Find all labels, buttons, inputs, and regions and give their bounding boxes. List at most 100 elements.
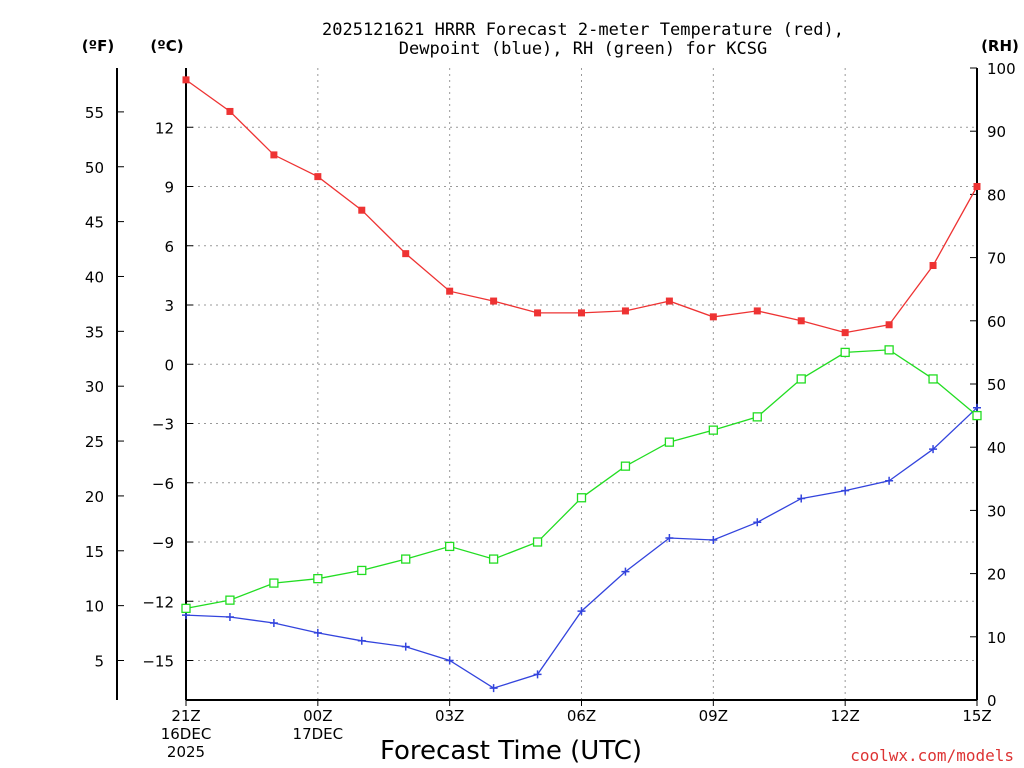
rh-point <box>620 461 631 471</box>
x-tick-label: 12Z <box>830 707 859 725</box>
x-tick-label: 00Z <box>303 707 332 725</box>
temperature-point <box>841 329 849 337</box>
fahrenheit-unit-label: (ºF) <box>82 37 114 55</box>
dewpoint-point <box>621 567 630 576</box>
fahrenheit-tick-label: 5 <box>94 653 104 671</box>
temperature-point <box>621 307 629 315</box>
dewpoint-point <box>313 628 322 637</box>
chart-subtitle: Dewpoint (blue), RH (green) for KCSG <box>399 39 767 59</box>
dewpoint-point <box>533 670 542 679</box>
temperature-point <box>797 317 805 325</box>
rh-tick-label: 60 <box>987 313 1006 331</box>
temperature-point <box>665 297 673 305</box>
rh-tick-label: 100 <box>987 60 1016 78</box>
rh-point <box>840 347 850 358</box>
temperature-point <box>314 173 322 181</box>
dewpoint-point <box>753 518 762 527</box>
rh-tick-label: 70 <box>987 250 1006 268</box>
rh-point <box>532 537 543 547</box>
dewpoint-point <box>489 684 498 693</box>
x-tick-label: 21Z <box>171 707 200 725</box>
temperature-point <box>490 297 498 305</box>
temperature-point <box>973 183 981 190</box>
tick-labels: 129630−3−6−9−12−155550454035302520151051… <box>85 60 1016 761</box>
celsius-tick-label: 12 <box>155 119 174 137</box>
celsius-tick-label: −12 <box>142 593 174 611</box>
fahrenheit-tick-label: 50 <box>85 159 104 177</box>
dewpoint-point <box>709 536 718 545</box>
rh-point <box>972 410 982 421</box>
fahrenheit-tick-label: 10 <box>85 598 104 616</box>
temperature-point <box>446 287 454 295</box>
rh-tick-label: 90 <box>987 123 1006 141</box>
celsius-tick-label: −15 <box>142 653 174 671</box>
temperature-point <box>709 313 717 321</box>
dewpoint-point <box>357 636 366 645</box>
celsius-tick-label: −6 <box>152 475 174 493</box>
rh-point <box>708 425 718 435</box>
temperature-point <box>885 321 893 329</box>
fahrenheit-tick-label: 45 <box>85 214 104 232</box>
rh-tick-label: 30 <box>987 502 1006 520</box>
x-tick-label: 17DEC <box>293 725 344 743</box>
temperature-point <box>402 250 410 258</box>
fahrenheit-tick-label: 55 <box>85 104 104 122</box>
dewpoint-point <box>577 607 586 616</box>
celsius-tick-label: −3 <box>152 416 174 434</box>
rh-point <box>445 541 455 552</box>
celsius-tick-label: 3 <box>164 297 174 315</box>
dewpoint-line <box>185 407 978 689</box>
rh-point <box>928 374 938 384</box>
temperature-point <box>358 206 366 214</box>
rh-point <box>357 565 367 576</box>
fahrenheit-tick-label: 25 <box>85 433 104 451</box>
celsius-unit-label: (ºC) <box>150 37 183 55</box>
fahrenheit-tick-label: 30 <box>85 378 104 396</box>
rh-unit-label: (RH) <box>981 37 1019 55</box>
rh-line <box>185 349 978 610</box>
dewpoint-point <box>841 486 850 495</box>
fahrenheit-tick-label: 15 <box>85 543 104 561</box>
data-series <box>181 76 982 693</box>
rh-tick-label: 10 <box>987 629 1006 647</box>
dewpoint-point <box>797 494 806 503</box>
rh-point <box>796 374 806 384</box>
rh-tick-label: 20 <box>987 566 1006 584</box>
celsius-tick-label: −9 <box>152 534 174 552</box>
rh-tick-label: 40 <box>987 439 1006 457</box>
rh-point <box>269 578 279 588</box>
temperature-point <box>534 309 542 317</box>
rh-tick-label: 50 <box>987 376 1006 394</box>
rh-tick-label: 80 <box>987 186 1006 204</box>
chart-title: 2025121621 HRRR Forecast 2-meter Tempera… <box>322 20 844 40</box>
rh-point <box>576 493 587 503</box>
dewpoint-point <box>665 534 674 543</box>
axes <box>116 67 978 706</box>
fahrenheit-tick-label: 40 <box>85 268 104 286</box>
dewpoint-point <box>973 403 981 412</box>
rh-point <box>401 554 411 564</box>
x-tick-label: 09Z <box>699 707 728 725</box>
temperature-point <box>929 262 937 269</box>
celsius-tick-label: 9 <box>164 179 174 197</box>
temperature-point <box>226 107 234 115</box>
temperature-point <box>182 76 190 84</box>
celsius-tick-label: 6 <box>164 238 174 256</box>
dewpoint-point <box>269 618 278 627</box>
x-tick-label: 15Z <box>962 707 991 725</box>
rh-point <box>884 345 894 355</box>
rh-point <box>225 595 235 605</box>
rh-point <box>752 412 762 422</box>
fahrenheit-tick-label: 20 <box>85 488 104 506</box>
fahrenheit-tick-label: 35 <box>85 323 104 341</box>
rh-point <box>313 574 323 584</box>
grid-lines <box>185 68 978 700</box>
rh-tick-label: 0 <box>987 692 997 710</box>
temperature-point <box>753 307 761 315</box>
dewpoint-point <box>929 445 938 454</box>
x-tick-label: 06Z <box>567 707 596 725</box>
x-tick-label: 2025 <box>167 743 205 761</box>
x-axis-label: Forecast Time (UTC) <box>380 736 642 766</box>
temperature-point <box>270 151 278 159</box>
